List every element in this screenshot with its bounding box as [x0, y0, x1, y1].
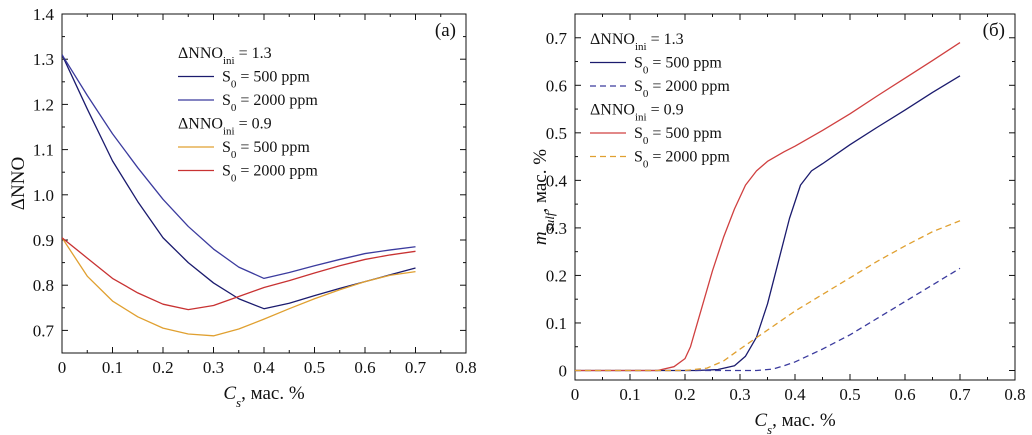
- legend-entry-label: S0 = 500 ppm: [222, 69, 310, 91]
- series-line-3: [62, 237, 416, 337]
- y-tick-label: 0.2: [546, 266, 567, 285]
- y-tick-label: 0.6: [546, 76, 567, 95]
- x-tick-label: 0.7: [949, 385, 971, 404]
- y-tick-label: 1.3: [33, 50, 54, 69]
- x-tick-label: 0.4: [253, 358, 275, 377]
- y-tick-label: 1.4: [33, 5, 55, 24]
- legend-entry-label: S0 = 500 ppm: [222, 139, 310, 161]
- series-line-4: [575, 220, 961, 372]
- chart-panel-2: 0 0.1 0.2 0.3 0.4 0.5 0.6 0.7 0.8 0 0.1 0.2 0.3 0.4 0.…: [530, 13, 1026, 435]
- legend-group-title: ΔNNOini = 1.3: [590, 31, 684, 53]
- x-tick-label: 0.3: [203, 358, 224, 377]
- series-line-1: [575, 75, 961, 372]
- x-tick-label: 0.3: [729, 385, 750, 404]
- legend-group-title: ΔNNOini = 0.9: [178, 116, 272, 138]
- x-tick-label: 0.2: [152, 358, 173, 377]
- legend-entry-label: S0 = 2000 ppm: [634, 78, 730, 100]
- x-tick-label: 0: [571, 385, 580, 404]
- y-tick-label: 0.3: [546, 219, 567, 238]
- y-tick-label: 0.9: [33, 231, 54, 250]
- x-tick-label: 0.7: [405, 358, 427, 377]
- y-tick-label: 0.5: [546, 124, 567, 143]
- y-tick-label: 0: [559, 361, 568, 380]
- panel-label: (б): [983, 20, 1005, 41]
- x-tick-label: 0.6: [894, 385, 915, 404]
- series-line-4: [62, 237, 416, 311]
- y-tick-label: 0.1: [546, 314, 567, 333]
- legend-group-title: ΔNNOini = 0.9: [590, 102, 684, 124]
- series-line-2: [575, 267, 961, 372]
- x-tick-label: 0.8: [1004, 385, 1025, 404]
- y-tick-label: 0.8: [33, 276, 54, 295]
- legend-group-title: ΔNNOini = 1.3: [178, 45, 272, 67]
- x-axis-label: Cs, мас. %: [223, 383, 305, 410]
- x-tick-label: 0.5: [839, 385, 860, 404]
- legend-entry-label: S0 = 2000 ppm: [222, 92, 318, 114]
- legend-entry-label: S0 = 2000 ppm: [222, 163, 318, 185]
- x-tick-label: 0: [58, 358, 67, 377]
- legend-entry-label: S0 = 2000 ppm: [634, 149, 730, 171]
- y-tick-label: 0.7: [33, 321, 55, 340]
- x-tick-label: 0.5: [304, 358, 325, 377]
- chart-panel-1: 0 0.1 0.2 0.3 0.4 0.5 0.6 0.7 0.8 0.7 0.8 0.9 1.0 1.1…: [8, 5, 477, 410]
- x-tick-label: 0.8: [455, 358, 476, 377]
- y-tick-label: 0.4: [546, 171, 568, 190]
- x-tick-label: 0.2: [674, 385, 695, 404]
- series-line-3: [575, 41, 961, 372]
- plot-frame: [61, 13, 467, 354]
- x-axis-label: Cs, мас. %: [754, 410, 836, 435]
- y-tick-label: 1.1: [33, 141, 54, 160]
- legend-entry-label: S0 = 500 ppm: [634, 55, 722, 77]
- x-tick-label: 0.4: [784, 385, 806, 404]
- x-tick-label: 0.6: [354, 358, 375, 377]
- panel-label: (a): [435, 20, 456, 41]
- series-line-2: [62, 54, 416, 280]
- legend-entry-label: S0 = 500 ppm: [634, 125, 722, 147]
- x-tick-label: 0.1: [102, 358, 123, 377]
- y-axis-label: ΔNNO: [8, 157, 29, 210]
- y-tick-label: 1.0: [33, 186, 54, 205]
- y-tick-label: 0.7: [546, 29, 568, 48]
- y-axis-label: msulf, мас. %: [530, 149, 557, 245]
- x-tick-label: 0.1: [619, 385, 640, 404]
- y-tick-label: 1.2: [33, 95, 54, 114]
